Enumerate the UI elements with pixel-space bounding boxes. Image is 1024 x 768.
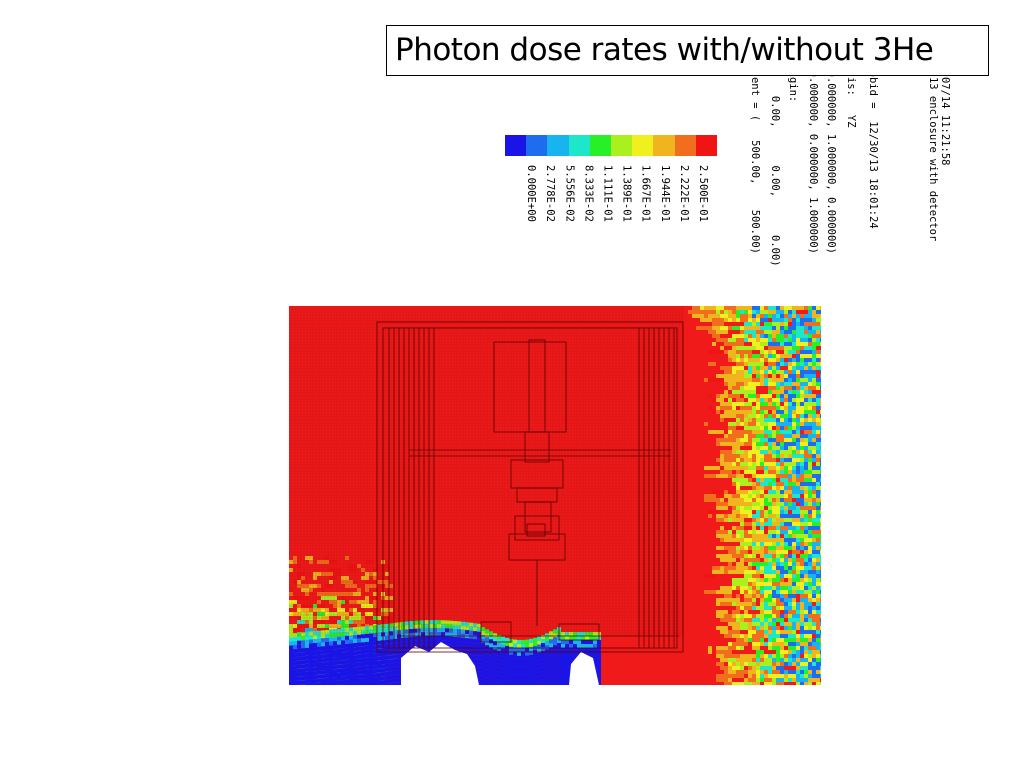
right-scatter-region <box>688 306 821 685</box>
header-line-basis-u: ( 0.000000, 1.000000, 0.000000) <box>825 58 837 254</box>
detector-body <box>514 515 560 541</box>
slide-title: Photon dose rates with/without 3He <box>395 32 934 68</box>
legend-label: 8.333E-02 <box>582 165 595 222</box>
legend-label: 1.111E-01 <box>601 165 614 222</box>
void-region-right <box>569 652 599 685</box>
legend-swatch <box>568 135 590 156</box>
enclosure-outer <box>376 321 684 653</box>
header-line-basis-v: ( 0.000000, 0.000000, 1.000000) <box>807 58 819 254</box>
legend-label: 1.389E-01 <box>620 165 633 222</box>
legend-label: 1.944E-01 <box>658 165 671 222</box>
detector-head <box>524 501 552 533</box>
legend-swatch <box>632 135 654 156</box>
header-line-origin-values: ( 0.00, 0.00, 0.00) <box>769 58 781 267</box>
dose-rate-plot <box>289 306 821 685</box>
header-line-probid: probid = 12/30/13 18:01:24 <box>867 58 879 229</box>
plot-header: 01/07/14 11:21:58 BL-13 enclosure with d… <box>732 54 952 267</box>
legend-label: 2.778E-02 <box>544 165 557 222</box>
legend-label: 2.500E-01 <box>697 165 709 222</box>
support-left <box>480 621 512 643</box>
legend-swatch <box>589 135 612 156</box>
legend-swatch <box>653 135 675 156</box>
dose-rate-mesh-plot <box>289 306 821 685</box>
legend-label: 5.556E-02 <box>563 165 576 222</box>
legend-swatch <box>547 135 569 156</box>
header-line-title: BL-13 enclosure with detector <box>927 58 939 242</box>
slide-title-box: Photon dose rates with/without 3He <box>386 25 989 76</box>
geometry-outlines <box>376 321 684 653</box>
void-region-left <box>401 642 479 685</box>
legend-swatch <box>505 135 527 156</box>
legend-swatch <box>695 135 718 156</box>
support-right <box>558 623 600 641</box>
legend-swatch <box>611 135 633 156</box>
legend-label: 1.667E-01 <box>639 165 652 222</box>
sensor-element <box>526 523 546 537</box>
legend-swatch <box>674 135 696 156</box>
color-legend-bar <box>505 135 718 156</box>
enclosure-inner <box>382 327 678 649</box>
legend-label: 2.222E-01 <box>677 165 690 222</box>
header-line-extent: extent = ( 500.00, 500.00) <box>749 58 761 254</box>
detector-neck <box>524 431 550 463</box>
legend-swatch <box>526 135 548 156</box>
legend-label: 0.000E+00 <box>525 165 538 222</box>
